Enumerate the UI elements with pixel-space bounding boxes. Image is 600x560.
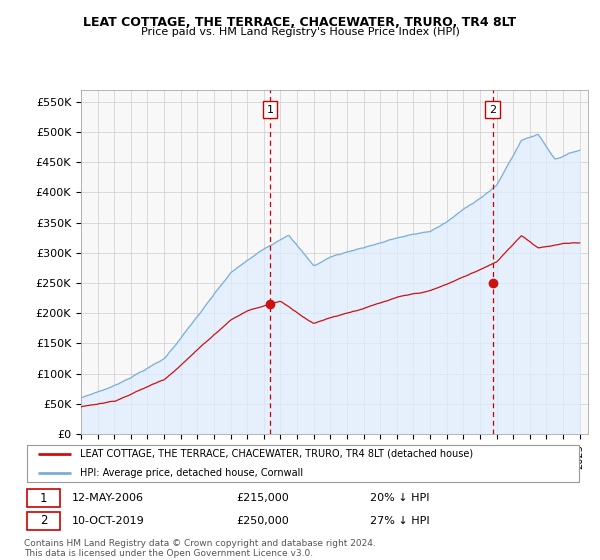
Text: Price paid vs. HM Land Registry's House Price Index (HPI): Price paid vs. HM Land Registry's House …: [140, 27, 460, 37]
Text: 1: 1: [40, 492, 47, 505]
Text: 2: 2: [40, 515, 47, 528]
Text: 12-MAY-2006: 12-MAY-2006: [71, 493, 143, 503]
Text: LEAT COTTAGE, THE TERRACE, CHACEWATER, TRURO, TR4 8LT: LEAT COTTAGE, THE TERRACE, CHACEWATER, T…: [83, 16, 517, 29]
Text: £250,000: £250,000: [236, 516, 289, 526]
Text: 20% ↓ HPI: 20% ↓ HPI: [370, 493, 430, 503]
Text: 2: 2: [490, 105, 496, 115]
FancyBboxPatch shape: [27, 489, 60, 507]
Text: HPI: Average price, detached house, Cornwall: HPI: Average price, detached house, Corn…: [80, 468, 303, 478]
Text: 10-OCT-2019: 10-OCT-2019: [71, 516, 144, 526]
Text: £215,000: £215,000: [236, 493, 289, 503]
Text: Contains HM Land Registry data © Crown copyright and database right 2024.
This d: Contains HM Land Registry data © Crown c…: [24, 539, 376, 558]
Text: 27% ↓ HPI: 27% ↓ HPI: [370, 516, 430, 526]
Text: 1: 1: [266, 105, 274, 115]
Text: LEAT COTTAGE, THE TERRACE, CHACEWATER, TRURO, TR4 8LT (detached house): LEAT COTTAGE, THE TERRACE, CHACEWATER, T…: [80, 449, 473, 459]
FancyBboxPatch shape: [27, 512, 60, 530]
FancyBboxPatch shape: [27, 445, 579, 482]
